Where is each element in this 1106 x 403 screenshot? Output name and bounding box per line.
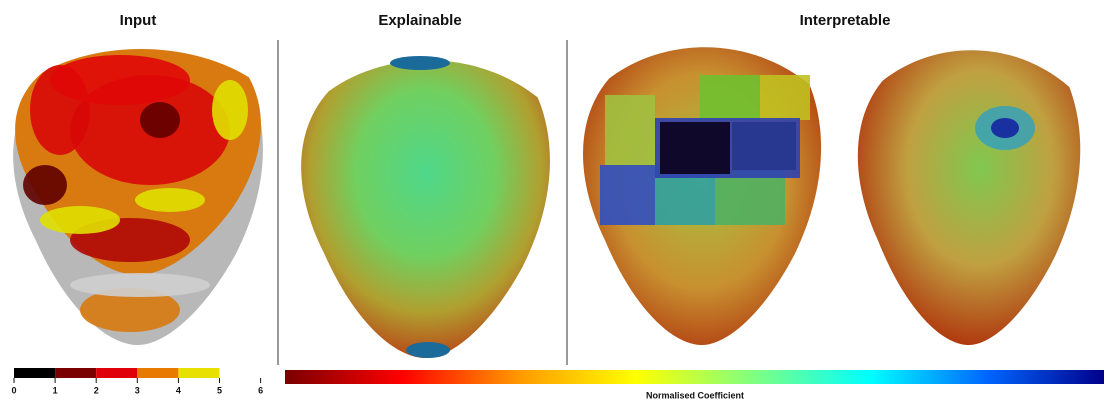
heart-patch [660, 122, 730, 174]
heart-patch [23, 165, 67, 205]
colorbar-label: Normalised Coefficient [646, 390, 744, 400]
heart-patch [715, 170, 785, 225]
tick-label: 0 [11, 385, 16, 395]
colorbar-segment [55, 368, 97, 378]
tick-label: 5 [217, 385, 222, 395]
colorbar-segment [14, 368, 56, 378]
colorbar-segment [96, 368, 138, 378]
heart-patch [406, 342, 450, 358]
heart-patch [700, 75, 760, 120]
heart-patch [991, 118, 1019, 138]
heart-patch [140, 102, 180, 138]
heart-patch [600, 165, 655, 225]
panel-title: Input [120, 12, 157, 29]
heart [857, 50, 1081, 346]
colorbar-segment [137, 368, 179, 378]
colorbar-segment [178, 368, 220, 378]
panel-title: Interpretable [800, 12, 891, 29]
colorbar [285, 370, 1104, 384]
heart-patch [40, 206, 120, 234]
heart-patch [135, 188, 205, 212]
tick-label: 2 [94, 385, 99, 395]
tick-label: 4 [176, 385, 181, 395]
heart-patch [390, 56, 450, 70]
heart-patch [732, 122, 796, 170]
heart-patch [70, 273, 210, 297]
tick-label: 6 [258, 385, 263, 395]
heart-patch [760, 75, 810, 120]
heart [301, 60, 550, 359]
tick-label: 3 [135, 385, 140, 395]
heart-patch [212, 80, 248, 140]
tick-label: 1 [53, 385, 58, 395]
heart-patch [605, 95, 655, 165]
heart-patch [50, 55, 190, 105]
panel-title: Explainable [378, 12, 461, 29]
heart-patch [80, 288, 180, 332]
